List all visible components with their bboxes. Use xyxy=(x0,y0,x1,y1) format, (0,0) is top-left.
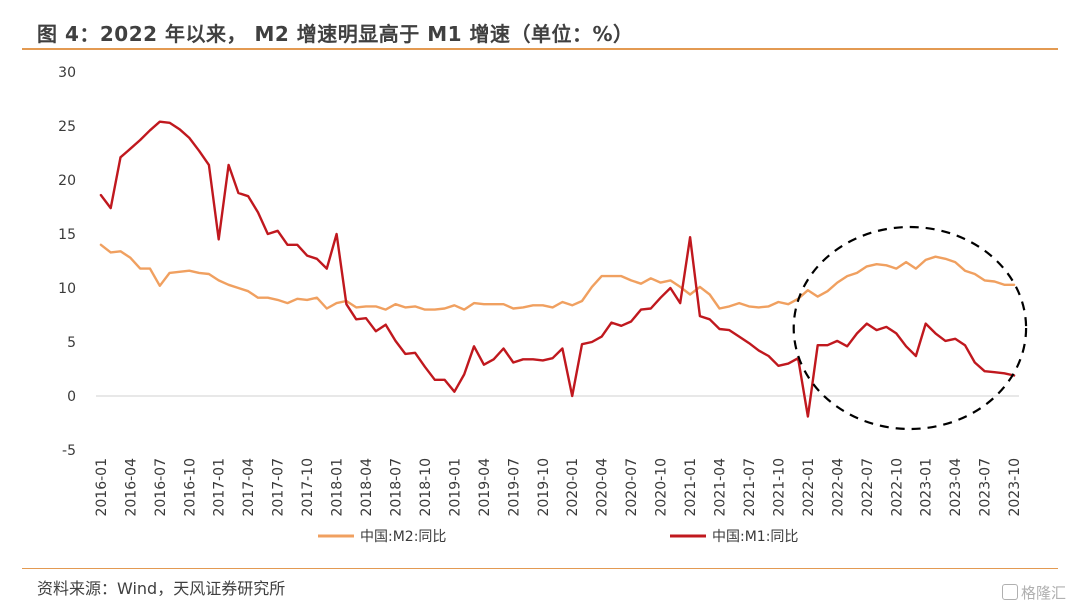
x-tick-label: 2021-01 xyxy=(683,458,699,517)
x-tick-label: 2019-10 xyxy=(536,458,552,517)
x-tick-label: 2016-04 xyxy=(123,458,139,517)
x-tick-label: 2019-04 xyxy=(477,458,493,517)
x-tick-label: 2022-01 xyxy=(801,458,817,517)
y-tick-label: 0 xyxy=(67,389,76,405)
x-tick-label: 2017-01 xyxy=(212,458,228,517)
x-tick-label: 2020-07 xyxy=(624,458,640,517)
x-tick-label: 2017-07 xyxy=(271,458,287,517)
x-tick-label: 2020-01 xyxy=(565,458,581,517)
y-tick-label: 20 xyxy=(58,173,76,189)
x-tick-label: 2022-10 xyxy=(889,458,905,517)
y-tick-label: 15 xyxy=(58,227,76,243)
legend-m1-label: 中国:M1:同比 xyxy=(712,529,798,545)
x-axis: 2016-01 2016-04 2016-07 2016-10 2017-01 2017-… xyxy=(94,395,1023,517)
y-tick-label: 25 xyxy=(58,119,76,135)
x-tick-label: 2018-04 xyxy=(359,458,375,517)
series-m1-line xyxy=(99,120,1016,418)
highlight-annotation xyxy=(792,225,1028,431)
x-tick-label: 2019-01 xyxy=(447,458,463,517)
series-m2-line xyxy=(99,243,1016,311)
y-tick-label: -5 xyxy=(62,443,76,459)
x-tick-label: 2017-04 xyxy=(241,458,257,517)
y-tick-label: 5 xyxy=(67,335,76,351)
series-m1-group xyxy=(99,120,1016,418)
x-tick-label: 2020-04 xyxy=(595,458,611,517)
y-tick-label: 30 xyxy=(58,65,76,81)
x-tick-label: 2017-10 xyxy=(300,458,316,517)
title-divider xyxy=(22,48,1058,50)
y-axis: -5 0 5 10 15 20 25 30 xyxy=(58,65,76,459)
x-tick-label: 2022-07 xyxy=(860,458,876,517)
chart-title: 图 4：2022 年以来， M2 增速明显高于 M1 增速（单位：%） xyxy=(37,22,634,46)
x-tick-label: 2018-10 xyxy=(418,458,434,517)
x-tick-label: 2023-07 xyxy=(978,458,994,517)
legend: 中国:M2:同比 中国:M1:同比 xyxy=(318,529,798,545)
x-tick-label: 2018-01 xyxy=(330,458,346,517)
watermark-text: 格隆汇 xyxy=(1020,584,1066,602)
x-tick-label: 2021-10 xyxy=(771,458,787,517)
x-tick-label: 2023-01 xyxy=(919,458,935,517)
watermark-logo: 格隆汇 xyxy=(1001,582,1066,603)
source-divider xyxy=(22,568,1058,569)
x-tick-label: 2022-04 xyxy=(830,458,846,517)
source-note: 资料来源：Wind，天风证券研究所 xyxy=(37,579,286,598)
x-tick-label: 2016-01 xyxy=(94,458,110,517)
x-tick-label: 2016-07 xyxy=(153,458,169,517)
x-tick-label: 2018-07 xyxy=(388,458,404,517)
x-tick-label: 2020-10 xyxy=(654,458,670,517)
highlight-ellipse xyxy=(792,225,1028,431)
watermark-icon xyxy=(1001,584,1018,600)
x-tick-label: 2021-07 xyxy=(742,458,758,517)
x-tick-label: 2021-04 xyxy=(713,458,729,517)
y-tick-label: 10 xyxy=(58,281,76,297)
series-m2-group xyxy=(99,243,1016,311)
legend-m2-label: 中国:M2:同比 xyxy=(360,529,446,545)
x-tick-label: 2016-10 xyxy=(182,458,198,517)
x-tick-label: 2023-04 xyxy=(948,458,964,517)
x-tick-label: 2019-07 xyxy=(506,458,522,517)
x-tick-label: 2023-10 xyxy=(1007,458,1023,517)
